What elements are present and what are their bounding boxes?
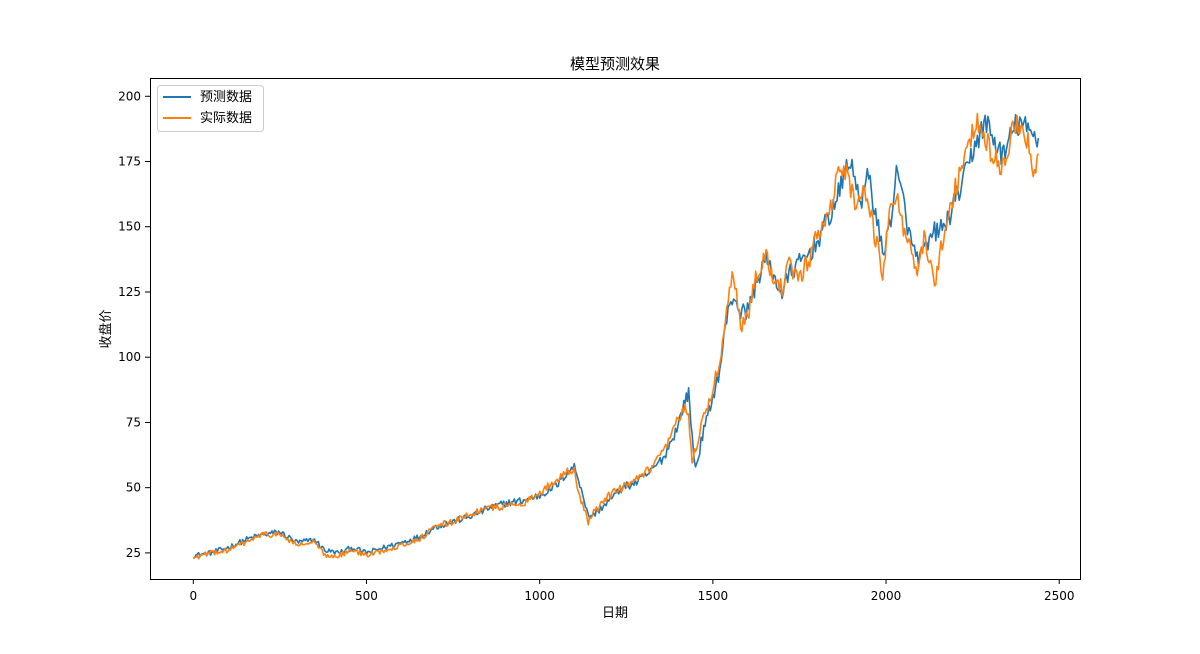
legend-label-predicted: 预测数据	[200, 90, 252, 105]
y-tick-label: 125	[118, 285, 141, 299]
plot-frame	[150, 78, 1081, 580]
y-tick-label: 150	[118, 220, 141, 234]
legend-label-actual: 实际数据	[200, 111, 252, 126]
y-axis-title: 收盘价	[98, 309, 114, 348]
y-tick-label: 75	[126, 415, 141, 429]
x-tick-label: 1000	[524, 589, 555, 603]
y-tick-label: 200	[118, 89, 141, 103]
x-tick-label: 500	[355, 589, 378, 603]
y-tick-label: 50	[126, 481, 141, 495]
series-line-actual	[192, 112, 1040, 560]
y-tick-label: 175	[118, 155, 141, 169]
y-tick-label: 100	[118, 350, 141, 364]
x-tick-label: 2000	[871, 589, 902, 603]
x-tick-label: 1500	[698, 589, 729, 603]
x-axis-ticks: 0 500 1000 1500 2000 2500	[189, 579, 1074, 603]
x-axis-title: 日期	[602, 606, 628, 621]
y-axis-ticks: 25 50 75 100 125 150 175 200	[118, 89, 150, 560]
series-layer	[192, 112, 1040, 560]
legend: 预测数据 实际数据	[157, 85, 264, 132]
x-tick-label: 0	[189, 589, 197, 603]
y-tick-label: 25	[126, 546, 141, 560]
chart-title: 模型预测效果	[570, 55, 660, 73]
x-tick-label: 2500	[1044, 589, 1075, 603]
